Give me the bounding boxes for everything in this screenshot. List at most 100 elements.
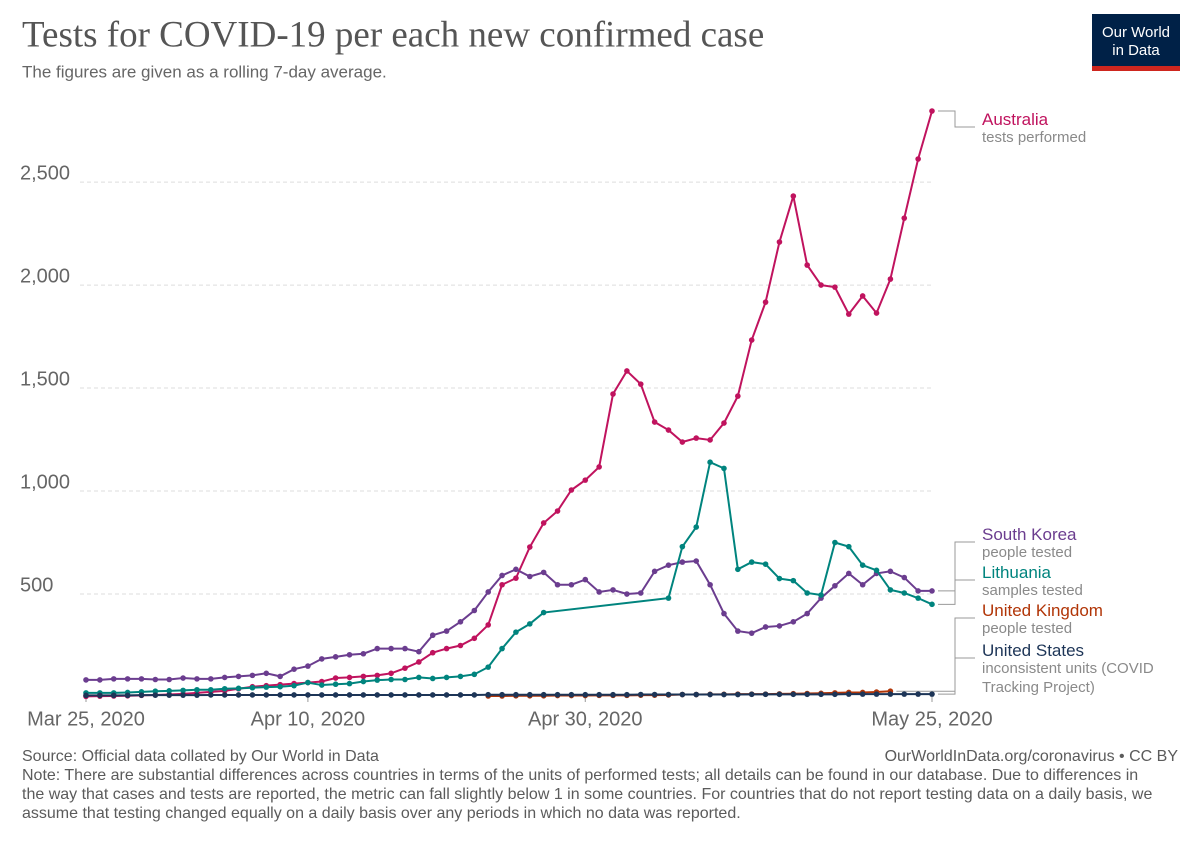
data-point [887, 587, 894, 593]
source: Source: Official data collated by Our Wo… [22, 748, 379, 765]
data-point [374, 692, 381, 698]
data-point [832, 539, 838, 546]
data-point [762, 624, 769, 630]
x-tick-label: May 25, 2020 [871, 708, 992, 730]
data-point [499, 645, 505, 652]
data-point [929, 691, 935, 697]
data-point [249, 684, 256, 691]
data-point [818, 691, 824, 698]
data-point [360, 692, 367, 698]
data-point [610, 587, 616, 593]
data-point [416, 648, 422, 655]
data-point [318, 692, 325, 698]
series-label: United Kingdom [982, 601, 1103, 620]
data-point [665, 595, 672, 601]
data-point [582, 576, 589, 583]
data-point [208, 676, 214, 682]
series-unit: inconsistent units (COVID Tracking Proje… [982, 660, 1154, 696]
data-point [457, 692, 464, 698]
data-point [624, 368, 630, 374]
data-point [388, 676, 394, 683]
data-point [332, 692, 339, 698]
data-point [707, 691, 713, 698]
data-point [679, 439, 686, 445]
data-point [568, 691, 575, 698]
data-point [527, 621, 533, 627]
data-point [402, 665, 408, 671]
data-point [804, 691, 810, 698]
data-point [485, 691, 491, 698]
data-point [721, 610, 727, 617]
data-point [776, 239, 783, 245]
data-point [332, 654, 339, 660]
data-point [776, 575, 783, 582]
data-point [527, 691, 533, 698]
data-point [596, 589, 602, 595]
data-point [249, 692, 256, 698]
data-point [388, 670, 394, 677]
label-connector [938, 110, 975, 128]
data-point [402, 645, 408, 652]
data-point [582, 691, 589, 698]
logo-text: in Data [1112, 42, 1160, 59]
data-point [540, 691, 547, 698]
data-point [679, 543, 686, 550]
data-point [915, 156, 921, 162]
data-point [485, 664, 491, 670]
data-point [679, 559, 686, 565]
data-point [901, 590, 908, 596]
data-point [360, 678, 367, 685]
label-connector [938, 541, 975, 592]
data-point [291, 682, 297, 689]
data-point [748, 559, 755, 565]
data-point [915, 691, 921, 697]
data-point [374, 645, 381, 652]
data-point [748, 630, 755, 636]
data-point [887, 568, 894, 575]
data-point [318, 656, 325, 662]
data-point [263, 692, 270, 698]
data-point [235, 692, 242, 698]
y-tick-label: 2,500 [20, 162, 70, 184]
data-point [735, 393, 741, 399]
data-point [624, 691, 630, 698]
data-point [457, 619, 464, 625]
data-point [346, 674, 353, 681]
data-point [263, 670, 270, 677]
label-connector [938, 657, 975, 695]
data-point [790, 193, 797, 199]
data-point [124, 676, 131, 682]
series-label: South Korea [982, 525, 1077, 544]
data-point [596, 464, 602, 470]
data-point [471, 607, 478, 614]
data-point [416, 692, 422, 698]
y-tick-label: 1,000 [20, 471, 70, 493]
data-point [859, 562, 866, 568]
data-point [832, 582, 838, 589]
data-point [804, 262, 810, 268]
data-point [790, 691, 797, 698]
data-point [110, 692, 117, 699]
data-point [887, 691, 894, 697]
data-point [804, 610, 810, 617]
data-point [485, 589, 491, 595]
data-point [83, 677, 89, 683]
data-point [554, 691, 561, 698]
data-point [915, 588, 921, 594]
series-line [85, 110, 933, 698]
data-point [499, 572, 505, 579]
data-point [748, 337, 755, 343]
data-point [110, 676, 117, 682]
logo-box [1092, 14, 1180, 71]
series-label: United States [982, 641, 1085, 660]
subtitle: The figures are given as a rolling 7-day… [22, 62, 387, 81]
y-tick-label: 2,000 [20, 265, 70, 287]
data-point [374, 677, 381, 683]
data-point [152, 688, 159, 695]
data-point [859, 691, 866, 697]
data-point [929, 588, 935, 594]
data-point [332, 675, 339, 681]
data-point [291, 692, 297, 698]
series-label: Australia [982, 110, 1049, 129]
data-point [443, 674, 450, 681]
